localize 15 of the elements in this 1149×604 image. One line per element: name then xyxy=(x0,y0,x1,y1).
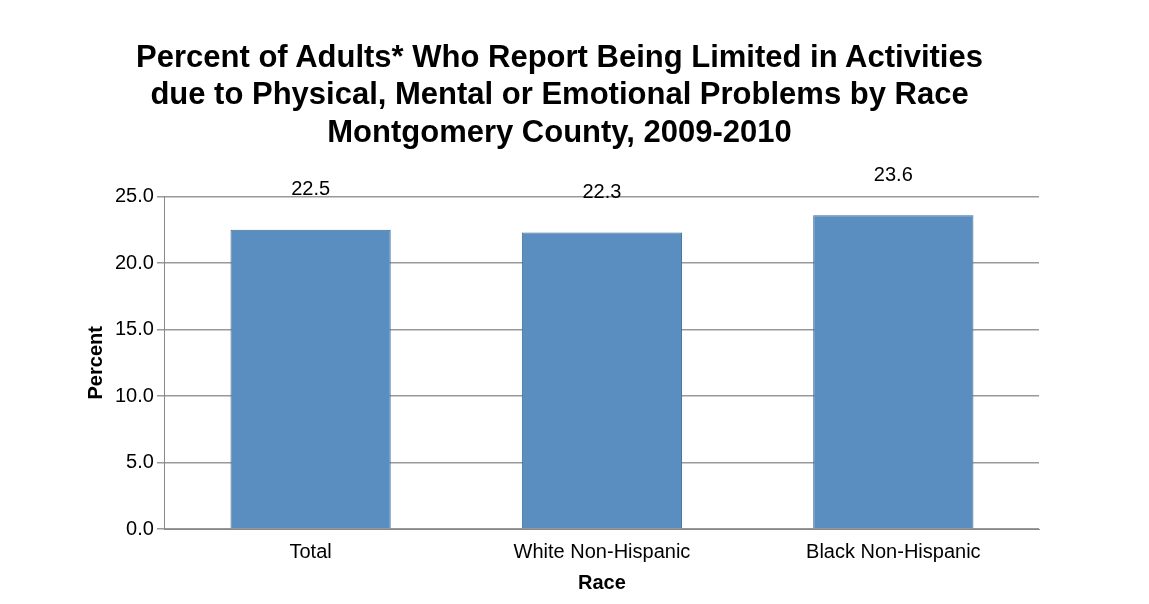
y-tick-label: 20.0 xyxy=(114,250,154,273)
y-tick-label: 10.0 xyxy=(114,383,154,406)
x-tick-label: Total xyxy=(289,539,332,562)
y-tick-label: 5.0 xyxy=(126,450,154,473)
data-label: 22.5 xyxy=(291,177,331,200)
x-tick-label: White Non-Hispanic xyxy=(513,539,691,562)
data-label: 23.6 xyxy=(873,162,913,185)
y-tick-label: 15.0 xyxy=(114,317,154,340)
y-axis-title: Percent xyxy=(83,325,106,400)
y-tick-label: 0.0 xyxy=(126,516,154,539)
x-axis-title: Race xyxy=(578,570,626,593)
chart-title: Percent of Adults* Who Report Being Limited in Activities due to Physical, Mental or Emotional Problems by Race Montgomery County, 2009-2010 xyxy=(136,39,983,149)
y-tick-label: 25.0 xyxy=(114,184,154,207)
x-tick-label: Black Non-Hispanic xyxy=(806,539,981,562)
data-label: 22.3 xyxy=(582,180,622,203)
